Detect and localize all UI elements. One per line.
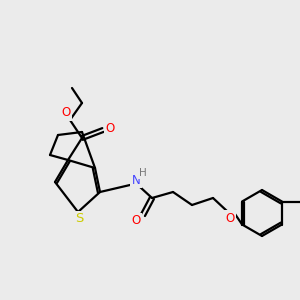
Text: O: O: [131, 214, 141, 227]
Text: N: N: [132, 173, 140, 187]
Text: O: O: [105, 122, 115, 134]
Text: S: S: [75, 212, 83, 226]
Text: H: H: [139, 168, 147, 178]
Text: O: O: [61, 106, 70, 119]
Text: O: O: [225, 212, 235, 224]
